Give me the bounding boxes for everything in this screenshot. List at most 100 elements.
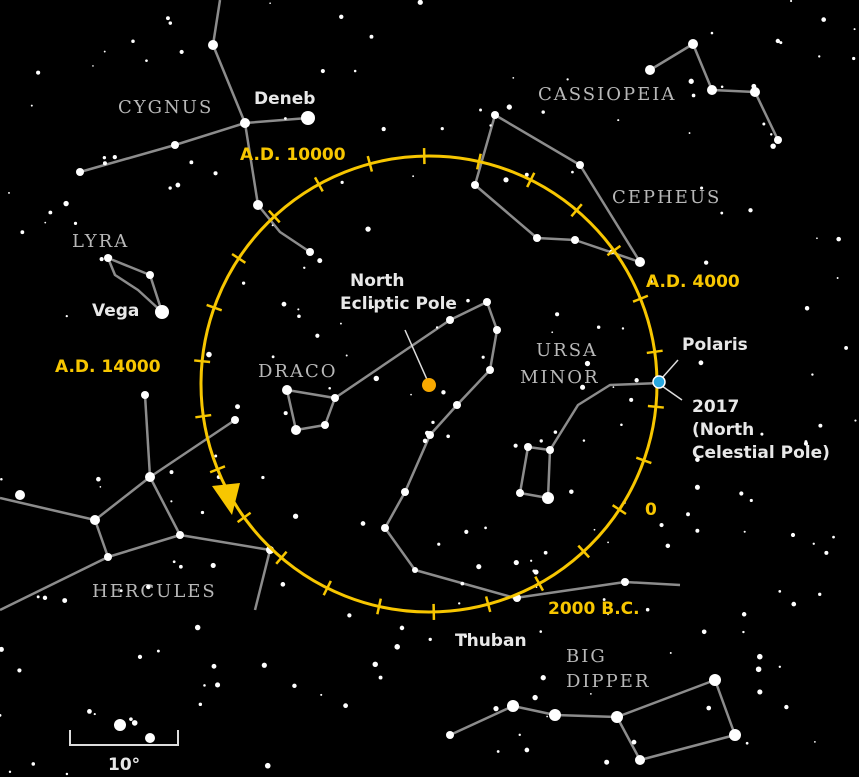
star	[804, 306, 810, 311]
star	[437, 542, 441, 546]
star	[283, 411, 288, 416]
star	[518, 733, 521, 737]
star	[399, 625, 405, 631]
star	[284, 117, 287, 120]
star	[291, 425, 301, 435]
tick	[194, 359, 211, 364]
constellation: CYGNUS	[118, 97, 213, 118]
star	[297, 314, 301, 319]
tick	[577, 544, 591, 559]
tick	[195, 413, 212, 419]
star	[194, 624, 201, 631]
star	[15, 490, 25, 500]
star	[743, 530, 746, 533]
star	[31, 762, 36, 766]
star	[343, 703, 348, 709]
star-label: Deneb	[254, 89, 315, 109]
star	[506, 104, 512, 110]
star	[533, 234, 541, 242]
star	[44, 221, 47, 224]
star	[750, 87, 760, 97]
star	[178, 564, 183, 569]
star	[770, 133, 773, 136]
star	[493, 326, 501, 334]
star	[555, 312, 560, 317]
tick	[606, 244, 622, 257]
star	[645, 65, 655, 75]
star	[345, 354, 348, 357]
star	[832, 535, 835, 539]
star	[483, 298, 491, 306]
star	[539, 630, 543, 633]
star	[463, 634, 468, 638]
star	[791, 601, 797, 607]
star	[145, 472, 155, 482]
star	[760, 432, 764, 436]
star	[489, 124, 492, 127]
star	[36, 595, 40, 599]
tick	[206, 303, 223, 312]
star	[175, 182, 181, 188]
star	[331, 394, 339, 402]
star	[607, 613, 609, 616]
star	[198, 702, 203, 707]
star	[347, 613, 352, 618]
star	[369, 34, 374, 39]
star	[214, 454, 218, 458]
star	[240, 118, 250, 128]
star	[824, 550, 829, 555]
tick	[236, 511, 252, 524]
star	[42, 595, 48, 601]
star	[460, 581, 465, 586]
star	[569, 489, 574, 494]
star	[701, 629, 707, 635]
star	[700, 186, 704, 190]
star	[339, 14, 344, 19]
star	[73, 221, 78, 226]
star	[0, 646, 4, 652]
date-label: 0	[645, 500, 657, 520]
star	[709, 674, 721, 686]
star	[317, 258, 323, 264]
star	[790, 532, 796, 538]
star	[171, 141, 179, 149]
star	[241, 281, 246, 285]
star	[464, 529, 469, 534]
star	[686, 512, 690, 517]
star	[695, 457, 700, 462]
star	[631, 739, 637, 745]
star	[512, 77, 515, 79]
star	[211, 663, 217, 669]
star	[422, 438, 428, 444]
star	[532, 694, 538, 701]
pole-pointer	[661, 359, 679, 379]
star	[76, 168, 84, 176]
star	[292, 513, 299, 519]
star	[424, 430, 430, 436]
star	[476, 564, 482, 570]
star	[371, 305, 374, 309]
star	[516, 489, 524, 497]
star	[48, 210, 53, 215]
constellation: MINOR	[520, 367, 600, 388]
star	[200, 510, 205, 515]
star	[99, 257, 104, 262]
star	[145, 59, 148, 63]
star	[546, 715, 548, 718]
star	[360, 521, 366, 526]
star	[757, 689, 763, 695]
star	[280, 582, 286, 587]
star	[30, 104, 33, 107]
star	[748, 208, 753, 213]
star	[524, 443, 532, 451]
star	[481, 355, 485, 359]
constellation: DRACO	[258, 361, 338, 382]
tick	[647, 404, 664, 409]
star	[170, 500, 173, 503]
star	[571, 170, 574, 174]
star	[446, 316, 454, 324]
star	[580, 384, 586, 390]
star	[129, 717, 133, 721]
tick	[475, 153, 482, 170]
star	[821, 17, 827, 22]
